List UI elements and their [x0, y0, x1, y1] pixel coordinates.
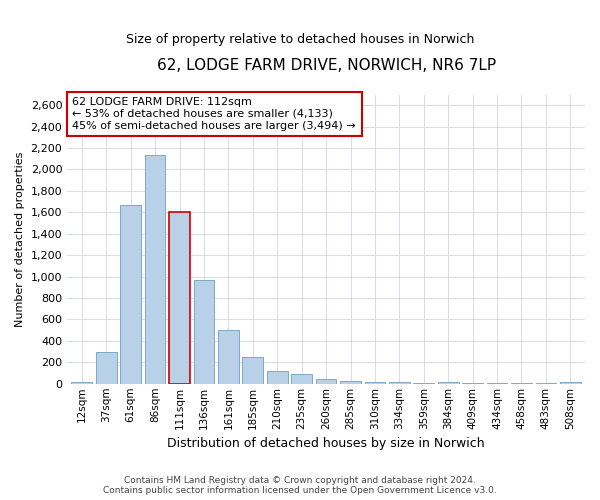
Y-axis label: Number of detached properties: Number of detached properties [15, 152, 25, 327]
Bar [194, 280, 214, 384]
Bar [413, 382, 434, 384]
Bar [462, 383, 483, 384]
Bar [316, 380, 337, 384]
Bar [71, 382, 92, 384]
Bar [291, 374, 312, 384]
Bar [242, 357, 263, 384]
Bar [169, 212, 190, 384]
Text: 62 LODGE FARM DRIVE: 112sqm
← 53% of detached houses are smaller (4,133)
45% of : 62 LODGE FARM DRIVE: 112sqm ← 53% of det… [73, 98, 356, 130]
Text: Contains HM Land Registry data © Crown copyright and database right 2024.
Contai: Contains HM Land Registry data © Crown c… [103, 476, 497, 495]
X-axis label: Distribution of detached houses by size in Norwich: Distribution of detached houses by size … [167, 437, 485, 450]
Bar [487, 383, 508, 384]
Bar [536, 383, 556, 384]
Bar [340, 380, 361, 384]
Title: 62, LODGE FARM DRIVE, NORWICH, NR6 7LP: 62, LODGE FARM DRIVE, NORWICH, NR6 7LP [157, 58, 496, 72]
Bar [145, 155, 166, 384]
Bar [438, 382, 458, 384]
Bar [218, 330, 239, 384]
Text: Size of property relative to detached houses in Norwich: Size of property relative to detached ho… [126, 32, 474, 46]
Bar [560, 382, 581, 384]
Bar [120, 205, 141, 384]
Bar [96, 352, 116, 384]
Bar [365, 382, 385, 384]
Bar [267, 371, 287, 384]
Bar [511, 383, 532, 384]
Bar [389, 382, 410, 384]
